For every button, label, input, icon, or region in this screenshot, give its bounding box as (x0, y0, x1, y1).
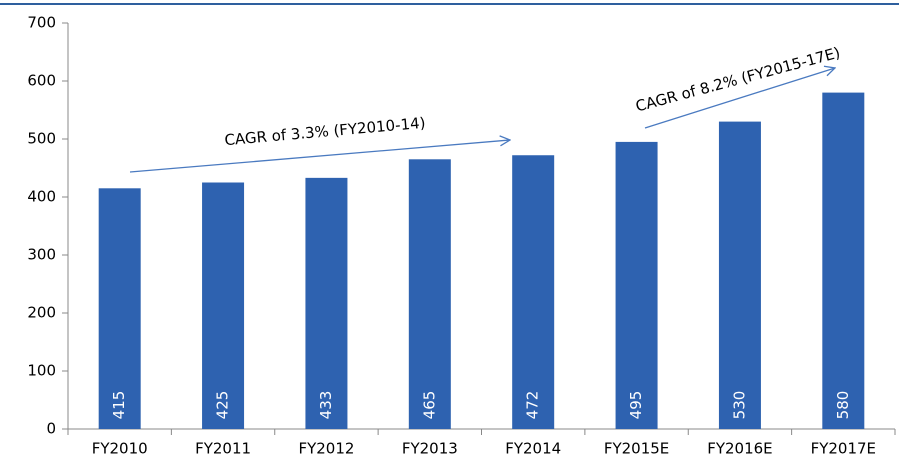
value-label: 495 (627, 391, 645, 420)
value-label: 580 (834, 391, 852, 420)
bar (305, 177, 348, 429)
x-tick-label: FY2010 (92, 440, 148, 458)
value-label: 433 (317, 391, 335, 420)
x-tick-label: FY2014 (505, 440, 561, 458)
value-label: 415 (110, 391, 128, 420)
bar (718, 121, 761, 429)
arrow (129, 140, 510, 173)
y-tick-label: 400 (27, 188, 56, 206)
y-tick-label: 200 (27, 304, 56, 322)
bar (512, 155, 555, 430)
x-tick-label: FY2017E (811, 440, 876, 458)
annotation: CAGR of 8.2% (FY2015-17E) (634, 44, 843, 116)
x-tick-label: FY2015E (604, 440, 669, 458)
bar (822, 92, 865, 429)
x-tick-label: FY2011 (195, 440, 251, 458)
arrow (644, 68, 835, 129)
x-tick-label: FY2012 (298, 440, 354, 458)
bar (408, 159, 451, 430)
x-tick-label: FY2016E (707, 440, 772, 458)
y-tick-label: 700 (27, 14, 56, 32)
y-tick-label: 0 (46, 420, 56, 438)
x-tick-label: FY2013 (402, 440, 458, 458)
value-label: 425 (214, 391, 232, 420)
bar (202, 182, 245, 429)
y-tick-label: 600 (27, 72, 56, 90)
annotation: CAGR of 3.3% (FY2010-14) (224, 114, 426, 149)
y-tick-label: 500 (27, 130, 56, 148)
bar (98, 188, 141, 429)
value-label: 465 (420, 391, 438, 420)
bar (615, 141, 658, 429)
value-label: 530 (730, 391, 748, 420)
y-tick-label: 300 (27, 246, 56, 264)
y-tick-label: 100 (27, 362, 56, 380)
value-label: 472 (524, 391, 542, 420)
